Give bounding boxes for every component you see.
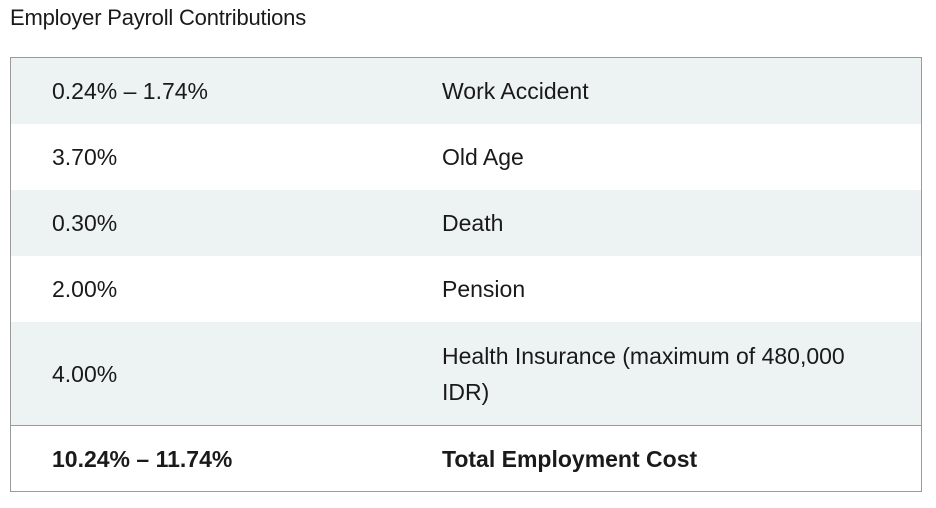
rate-cell: 4.00% — [52, 360, 118, 387]
table-row: 4.00% Health Insurance (maximum of 480,0… — [11, 322, 921, 425]
total-label-cell: Total Employment Cost — [442, 445, 698, 472]
rate-cell: 0.30% — [52, 210, 118, 236]
label-cell: Death — [442, 210, 504, 236]
rate-cell: 0.24% – 1.74% — [52, 78, 209, 104]
total-row: 10.24% – 11.74% Total Employment Cost — [11, 425, 921, 491]
rate-cell: 2.00% — [52, 276, 118, 302]
table-row: 0.24% – 1.74% Work Accident — [11, 58, 921, 124]
page-title: Employer Payroll Contributions — [10, 5, 307, 30]
table-row: 0.30% Death — [11, 190, 921, 256]
label-cell: Health Insurance (maximum of 480,000 IDR… — [442, 342, 845, 405]
contributions-table: 0.24% – 1.74% Work Accident 3.70% Old Ag… — [10, 57, 922, 492]
label-cell: Old Age — [442, 144, 524, 170]
rate-cell: 3.70% — [52, 144, 118, 170]
table-row: 2.00% Pension — [11, 256, 921, 322]
total-rate-cell: 10.24% – 11.74% — [52, 445, 233, 472]
table-row: 3.70% Old Age — [11, 124, 921, 190]
label-cell: Work Accident — [442, 78, 589, 104]
label-cell: Pension — [442, 276, 526, 302]
